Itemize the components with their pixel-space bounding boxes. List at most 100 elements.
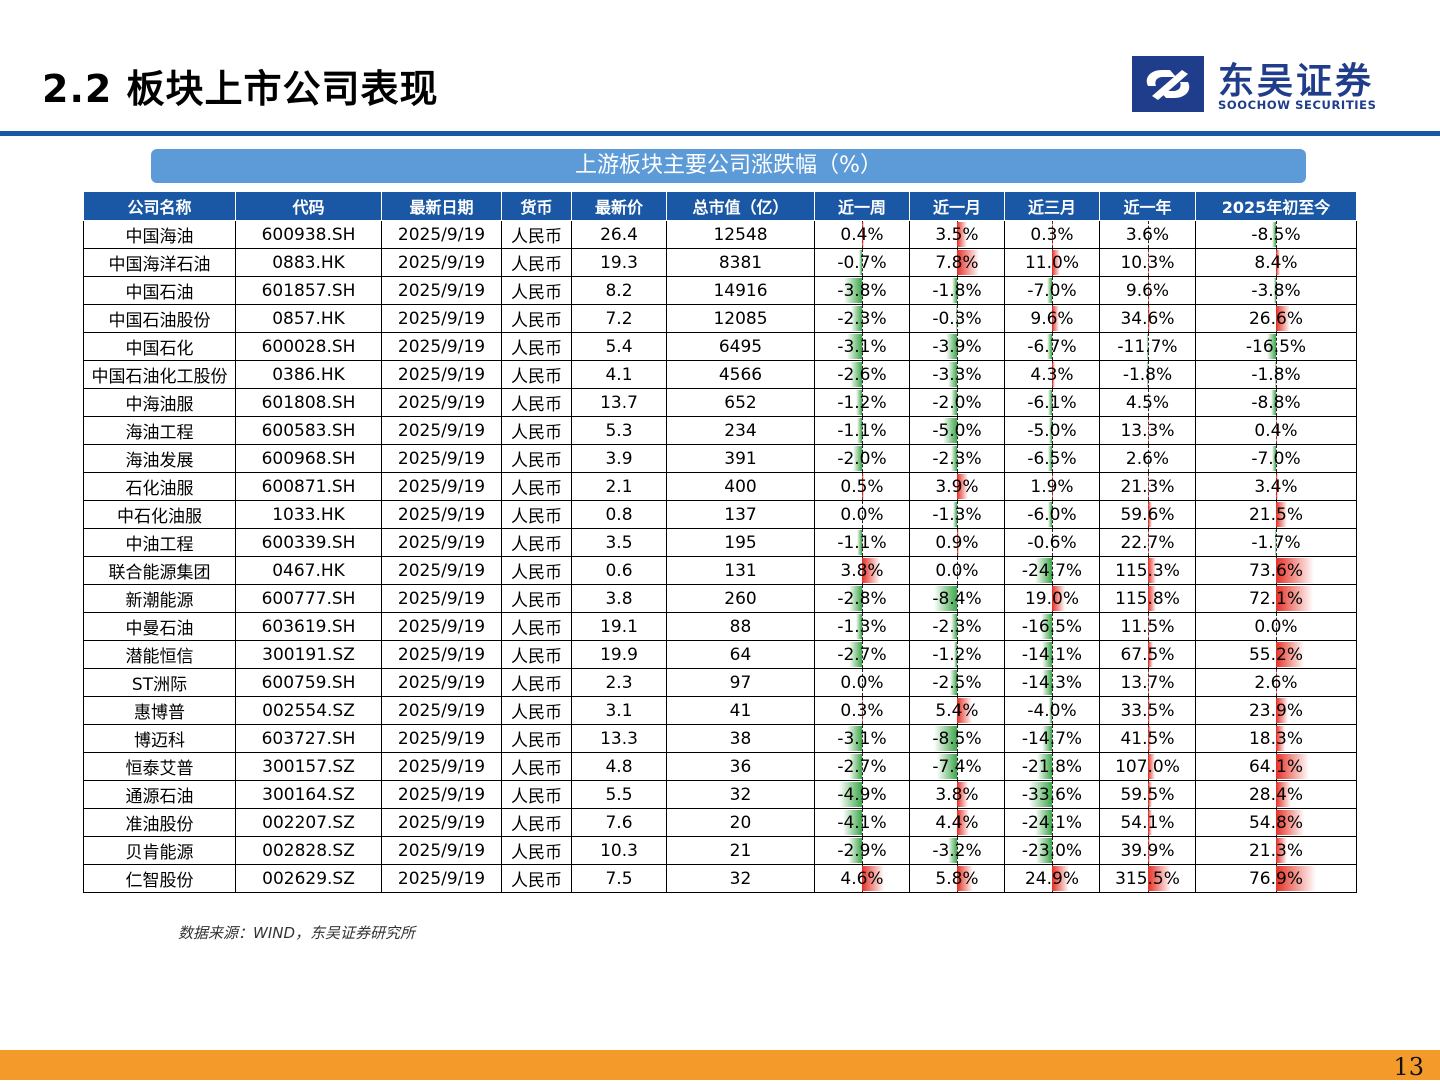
table-cell: 13.7%: [1100, 669, 1196, 697]
table-cell: 0.0%: [815, 669, 910, 697]
cell-value: -6.7%: [1027, 337, 1076, 357]
table-cell: 0.0%: [1196, 613, 1357, 641]
table-cell: 0.3%: [815, 697, 910, 725]
cell-value: 10.3: [600, 841, 638, 861]
table-cell: 7.6: [572, 809, 667, 837]
cell-value: -3.1%: [837, 729, 886, 749]
table-cell: ST洲际: [84, 669, 236, 697]
table-cell: -1.2%: [815, 389, 910, 417]
cell-value: 0.0%: [1254, 617, 1297, 637]
cell-value: 12548: [713, 225, 767, 245]
table-cell: 12548: [667, 221, 815, 249]
table-cell: 5.4%: [910, 697, 1005, 725]
cell-value: 0.9%: [935, 533, 978, 553]
table-cell: 601808.SH: [236, 389, 382, 417]
cell-value: 107.0%: [1115, 757, 1180, 777]
cell-value: 人民币: [511, 367, 562, 387]
column-header: 公司名称: [84, 192, 236, 221]
table-cell: 2025/9/19: [382, 781, 502, 809]
table-cell: 2025/9/19: [382, 837, 502, 865]
table-cell: 通源石油: [84, 781, 236, 809]
cell-value: 11.0%: [1025, 253, 1079, 273]
table-cell: 1033.HK: [236, 501, 382, 529]
table-cell: -2.5%: [910, 669, 1005, 697]
cell-value: 19.1: [600, 617, 638, 637]
column-header: 总市值（亿）: [667, 192, 815, 221]
cell-value: 601857.SH: [262, 281, 356, 301]
table-cell: 400: [667, 473, 815, 501]
cell-value: 5.4: [605, 337, 632, 357]
table-cell: -2.7%: [815, 641, 910, 669]
cell-value: 人民币: [511, 339, 562, 359]
table-cell: 8.2: [572, 277, 667, 305]
cell-value: 391: [724, 449, 756, 469]
table-cell: 603619.SH: [236, 613, 382, 641]
table-cell: 2025/9/19: [382, 361, 502, 389]
table-cell: 34.6%: [1100, 305, 1196, 333]
cell-value: 19.3: [600, 253, 638, 273]
cell-value: 3.9: [605, 449, 632, 469]
table-cell: 600759.SH: [236, 669, 382, 697]
table-cell: -1.8%: [910, 277, 1005, 305]
cell-value: -0.3%: [932, 309, 981, 329]
table-cell: 28.4%: [1196, 781, 1357, 809]
table-cell: -1.1%: [815, 417, 910, 445]
cell-value: 32: [730, 869, 752, 889]
cell-value: 人民币: [511, 675, 562, 695]
cell-value: 人民币: [511, 731, 562, 751]
company-logo: 东吴证券 SOOCHOW SECURITIES: [1132, 56, 1412, 116]
table-cell: -1.2%: [910, 641, 1005, 669]
cell-value: 惠博普: [134, 703, 185, 723]
table-cell: 中国石油: [84, 277, 236, 305]
table-title-banner: 上游板块主要公司涨跌幅（%）: [151, 149, 1306, 183]
cell-value: 海油发展: [126, 451, 194, 471]
table-cell: 88: [667, 613, 815, 641]
cell-value: -2.9%: [837, 841, 886, 861]
table-cell: 中国石油股份: [84, 305, 236, 333]
table-cell: 人民币: [502, 697, 572, 725]
table-cell: 2025/9/19: [382, 641, 502, 669]
cell-value: 0.0%: [840, 505, 883, 525]
soochow-logo-icon: [1132, 56, 1204, 112]
cell-value: 8381: [719, 253, 762, 273]
table-cell: 中石化油服: [84, 501, 236, 529]
cell-value: 3.4%: [1254, 477, 1297, 497]
cell-value: -1.3%: [932, 505, 981, 525]
cell-value: -3.1%: [837, 337, 886, 357]
column-header: 最新价: [572, 192, 667, 221]
table-cell: 0.0%: [910, 557, 1005, 585]
cell-value: 34.6%: [1120, 309, 1174, 329]
cell-value: 0386.HK: [272, 365, 345, 385]
table-cell: 32: [667, 781, 815, 809]
table-cell: -8.8%: [1196, 389, 1357, 417]
table-cell: 19.0%: [1005, 585, 1100, 613]
cell-value: 600938.SH: [262, 225, 356, 245]
table-cell: 中国海洋石油: [84, 249, 236, 277]
cell-value: 2025/9/19: [398, 477, 485, 497]
cell-value: 11.5%: [1120, 617, 1174, 637]
cell-value: 2025/9/19: [398, 645, 485, 665]
table-cell: 2025/9/19: [382, 557, 502, 585]
cell-value: 0.8: [605, 505, 632, 525]
table-cell: 7.5: [572, 865, 667, 893]
table-cell: 54.1%: [1100, 809, 1196, 837]
table-cell: -16.5%: [1196, 333, 1357, 361]
table-cell: -2.0%: [815, 445, 910, 473]
cell-value: 0883.HK: [272, 253, 345, 273]
cell-value: -7.4%: [932, 757, 981, 777]
cell-value: -16.5%: [1246, 337, 1306, 357]
cell-value: -1.1%: [837, 533, 886, 553]
table-cell: 11.0%: [1005, 249, 1100, 277]
cell-value: -2.5%: [932, 673, 981, 693]
cell-value: 博迈科: [134, 731, 185, 751]
table-cell: 9.6%: [1005, 305, 1100, 333]
cell-value: 人民币: [511, 563, 562, 583]
table-cell: 0.6: [572, 557, 667, 585]
